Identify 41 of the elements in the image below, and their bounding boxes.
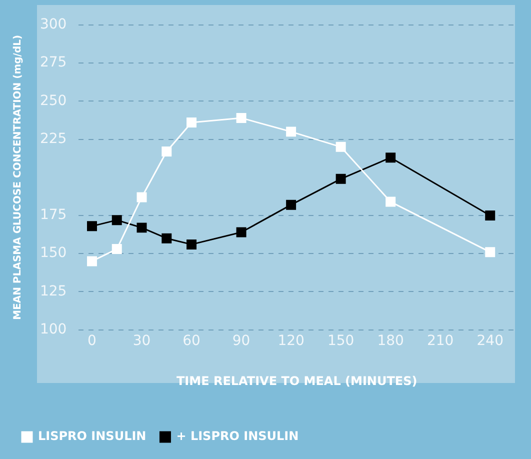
point bbox=[162, 233, 172, 244]
point bbox=[112, 244, 122, 254]
x-tick-label: 0 bbox=[88, 332, 96, 349]
y-tick-label: 250 bbox=[40, 92, 67, 109]
point bbox=[112, 215, 122, 226]
y-tick-label: 125 bbox=[40, 283, 67, 300]
point bbox=[286, 200, 296, 210]
point bbox=[136, 222, 147, 233]
x-tick-label: 120 bbox=[278, 332, 304, 349]
point bbox=[286, 126, 296, 137]
point bbox=[336, 174, 346, 184]
y-axis-title: MEAN PLASMA GLUCOSE CONCENTRATION (mg/dL) bbox=[12, 34, 24, 320]
x-axis-title: TIME RELATIVE TO MEAL (MINUTES) bbox=[176, 374, 418, 388]
y-tick-label: 275 bbox=[40, 54, 67, 71]
point bbox=[87, 221, 97, 232]
x-tick-label: 30 bbox=[132, 332, 151, 349]
y-tick-label: 175 bbox=[40, 207, 67, 224]
point bbox=[236, 112, 246, 123]
x-tick-label: 90 bbox=[232, 332, 250, 349]
point bbox=[186, 118, 197, 128]
point bbox=[485, 210, 496, 220]
point bbox=[162, 146, 172, 156]
point bbox=[186, 239, 197, 250]
point bbox=[386, 196, 396, 207]
x-tick-label: 150 bbox=[327, 332, 354, 349]
y-tick-label: 100 bbox=[40, 321, 67, 338]
x-tick-label: 240 bbox=[476, 332, 504, 349]
point bbox=[485, 247, 496, 258]
y-tick-label: 150 bbox=[40, 245, 67, 262]
point bbox=[136, 192, 147, 202]
x-tick-label: 210 bbox=[426, 332, 454, 349]
x-tick-label: 60 bbox=[182, 332, 200, 349]
point bbox=[386, 152, 396, 163]
y-tick-label: 300 bbox=[40, 16, 67, 33]
point bbox=[87, 256, 97, 266]
legend-label: + LISPRO INSULIN bbox=[176, 429, 299, 444]
y-tick-label: 225 bbox=[40, 130, 67, 147]
point bbox=[236, 227, 246, 238]
point bbox=[336, 142, 346, 152]
legend-label: LISPRO INSULIN bbox=[38, 429, 146, 444]
x-tick-label: 180 bbox=[377, 332, 404, 349]
